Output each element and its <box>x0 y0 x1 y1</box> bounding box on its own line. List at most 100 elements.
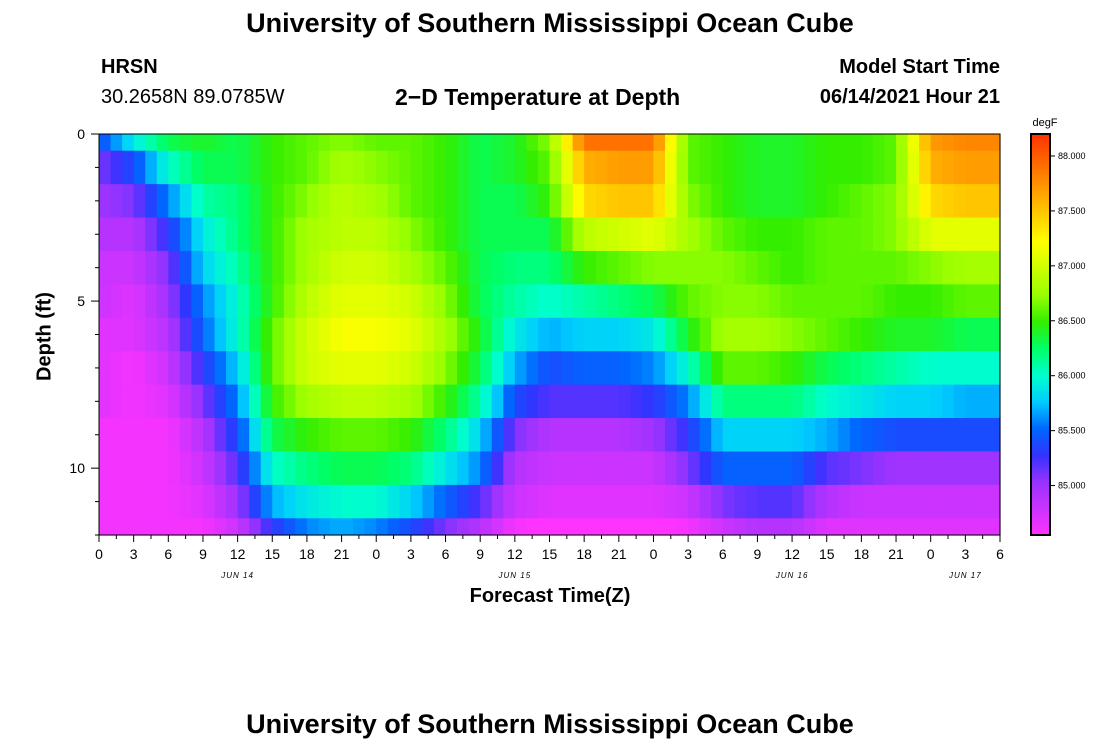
colorbar-swatch <box>1031 161 1050 165</box>
heatmap-cell <box>353 451 366 486</box>
heatmap-cell <box>283 484 296 519</box>
colorbar-swatch <box>1031 467 1050 471</box>
heatmap-cell <box>122 317 135 352</box>
heatmap-cell <box>122 150 135 185</box>
heatmap-cell <box>410 150 424 185</box>
heatmap-cell <box>688 150 701 185</box>
heatmap-cell <box>318 184 331 219</box>
heatmap-cell <box>457 317 470 352</box>
heatmap-cell <box>618 134 631 152</box>
heatmap-cell <box>445 317 458 352</box>
heatmap-cell <box>815 184 828 219</box>
heatmap-cell <box>803 518 816 536</box>
heatmap-cell <box>537 484 551 519</box>
heatmap-cell <box>965 150 978 185</box>
heatmap-cell <box>341 384 354 419</box>
heatmap-cell <box>561 317 574 352</box>
heatmap-cell <box>526 217 539 252</box>
heatmap-cell <box>653 384 666 419</box>
heatmap-cell <box>919 284 932 319</box>
heatmap-cell <box>306 484 320 519</box>
colorbar-swatch <box>1031 219 1050 223</box>
colorbar-swatch <box>1031 507 1050 511</box>
heatmap-cell <box>734 384 747 419</box>
heatmap-cell <box>676 217 689 252</box>
heatmap-cell <box>445 250 458 285</box>
colorbar-swatch <box>1031 159 1050 163</box>
heatmap-cell <box>803 150 816 185</box>
heatmap-cell <box>145 150 158 185</box>
heatmap-cell <box>919 134 932 152</box>
heatmap-cell <box>930 518 943 536</box>
heatmap-cell <box>815 484 828 519</box>
heatmap-cell <box>745 134 759 152</box>
heatmap-cell <box>514 134 527 152</box>
colorbar-swatch <box>1031 524 1050 529</box>
heatmap-cell <box>226 317 239 352</box>
colorbar-swatch <box>1031 326 1050 331</box>
heatmap-cell <box>110 384 123 419</box>
heatmap-cell <box>237 418 250 453</box>
heatmap-cell <box>768 317 782 352</box>
heatmap-cell <box>849 384 862 419</box>
heatmap-cell <box>907 418 920 453</box>
heatmap-cell <box>514 484 527 519</box>
heatmap-cell <box>919 484 932 519</box>
heatmap-cell <box>745 184 759 219</box>
heatmap-cell <box>630 484 643 519</box>
heatmap-cell <box>745 284 759 319</box>
heatmap-cell <box>191 451 204 486</box>
heatmap-cell <box>295 184 308 219</box>
heatmap-cell <box>907 518 920 536</box>
colorbar-swatch <box>1031 509 1050 514</box>
heatmap-cell <box>468 484 481 519</box>
heatmap-cell <box>930 451 943 486</box>
heatmap-cell <box>803 184 816 219</box>
heatmap-cell <box>815 134 828 152</box>
heatmap-cell <box>896 134 909 152</box>
heatmap-cell <box>133 484 146 519</box>
heatmap-cell <box>872 518 886 536</box>
heatmap-cell <box>688 250 701 285</box>
colorbar-swatch <box>1031 294 1050 298</box>
heatmap-cell <box>630 284 643 319</box>
colorbar-swatch <box>1031 279 1050 283</box>
x-tick-label: 15 <box>264 546 280 562</box>
heatmap-cell <box>849 134 862 152</box>
heatmap-cell <box>399 384 412 419</box>
heatmap-cell <box>942 351 955 386</box>
colorbar-swatch <box>1031 454 1050 458</box>
colorbar-swatch <box>1031 429 1050 433</box>
heatmap-cell <box>376 418 389 453</box>
heatmap-cell <box>572 134 585 152</box>
heatmap-cell <box>330 284 343 319</box>
heatmap-cell <box>133 384 146 419</box>
colorbar-frame <box>1030 133 1051 536</box>
heatmap-cell <box>907 184 920 219</box>
x-tick-label: 12 <box>507 546 523 562</box>
colorbar-swatch <box>1031 184 1050 188</box>
heatmap-cell <box>226 184 239 219</box>
heatmap-cell <box>514 418 527 453</box>
heatmap-cell <box>953 384 966 419</box>
heatmap-cell <box>399 451 412 486</box>
heatmap-cell <box>249 317 262 352</box>
heatmap-cell <box>306 150 320 185</box>
colorbar-swatch <box>1031 286 1050 290</box>
heatmap-cell <box>803 451 816 486</box>
heatmap-cell <box>561 150 574 185</box>
heatmap-cell <box>595 317 608 352</box>
heatmap-cell <box>226 518 239 536</box>
heatmap-cell <box>145 351 158 386</box>
heatmap-cell <box>572 351 585 386</box>
heatmap-cell <box>838 317 851 352</box>
heatmap-cell <box>953 284 966 319</box>
heatmap-cell <box>318 217 331 252</box>
colorbar-swatch <box>1031 174 1050 178</box>
colorbar-swatch <box>1031 281 1050 285</box>
heatmap-cell <box>745 384 759 419</box>
heatmap-cell <box>410 184 424 219</box>
heatmap-cell <box>249 150 262 185</box>
heatmap-cell <box>491 484 504 519</box>
heatmap-cell <box>896 217 909 252</box>
